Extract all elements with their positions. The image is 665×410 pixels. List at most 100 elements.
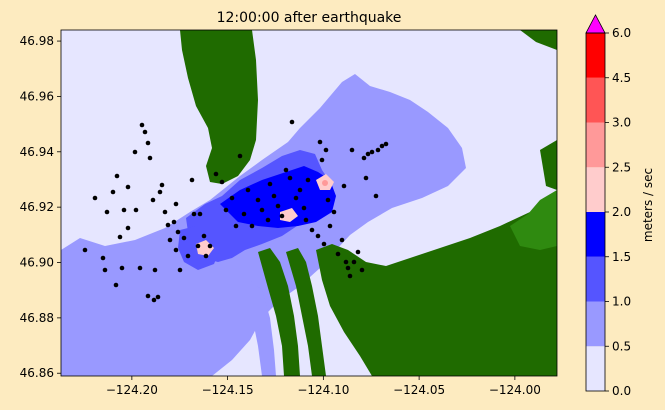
debris-particle (323, 147, 329, 153)
debris-particle (181, 235, 187, 241)
y-tick-label: 46.90 (20, 256, 54, 270)
debris-particle (259, 207, 265, 213)
debris-particle (113, 282, 119, 288)
debris-particle (309, 227, 315, 233)
y-tick-label: 46.92 (20, 200, 54, 214)
colorbar-segment (586, 212, 605, 257)
debris-particle (137, 265, 143, 271)
debris-particle (185, 253, 191, 259)
debris-particle (325, 197, 331, 203)
debris-particle (197, 211, 203, 217)
debris-particle (229, 195, 235, 201)
chart-title: 12:00:00 after earthquake (217, 10, 402, 26)
debris-particle (92, 195, 98, 201)
land-southeast-highland (510, 190, 557, 250)
colorbar-tick-label: 2.0 (612, 205, 631, 219)
debris-particle (145, 293, 151, 299)
debris-particle (121, 207, 127, 213)
debris-particle (189, 177, 195, 183)
x-axis: −124.20 −124.15 −124.10 −124.05 −124.00 (106, 376, 541, 397)
colorbar-segment (586, 77, 605, 123)
speed-region-2.5-3.0 (322, 180, 328, 186)
debris-particle (100, 255, 106, 261)
debris-particle (375, 147, 381, 153)
debris-particle (245, 187, 251, 193)
debris-particle (335, 251, 341, 257)
debris-particle (255, 197, 261, 203)
x-tick-label: −124.05 (393, 383, 445, 397)
debris-particle (341, 183, 347, 189)
debris-particle (147, 155, 153, 161)
debris-particle (145, 140, 151, 146)
x-tick-label: −124.10 (297, 383, 349, 397)
debris-particle (297, 187, 303, 193)
debris-particle (195, 243, 201, 249)
particle-layer (82, 119, 389, 303)
debris-particle (249, 223, 255, 229)
x-tick-label: −124.20 (106, 383, 158, 397)
debris-particle (283, 167, 289, 173)
colorbar-tick-label: 4.5 (612, 71, 631, 85)
debris-particle (125, 225, 131, 231)
debris-particle (165, 222, 171, 228)
colorbar-segment (586, 167, 605, 212)
y-tick-label: 46.86 (20, 366, 54, 380)
debris-particle (287, 175, 293, 181)
debris-particle (191, 211, 197, 217)
colorbar-tick-label: 0.0 (612, 384, 631, 398)
colorbar-segment (586, 256, 605, 302)
debris-particle (265, 217, 271, 223)
speed-region-channel (250, 280, 276, 376)
debris-particle (104, 209, 110, 215)
colorbar-segment (586, 33, 605, 78)
debris-particle (315, 233, 321, 239)
debris-particle (167, 237, 173, 243)
debris-particle (150, 197, 156, 203)
debris-particle (151, 297, 157, 303)
debris-particle (303, 217, 309, 223)
debris-particle (119, 265, 125, 271)
debris-particle (213, 171, 219, 177)
debris-particle (114, 173, 120, 179)
debris-particle (373, 193, 379, 199)
debris-particle (351, 259, 357, 265)
land-south-spit-b (286, 248, 326, 376)
land-south-spit (258, 248, 300, 376)
debris-particle (275, 203, 281, 209)
debris-particle (301, 205, 307, 211)
debris-particle (379, 143, 385, 149)
land-east (540, 140, 557, 190)
colorbar-extend-arrow (585, 14, 606, 34)
colorbar-segment (586, 301, 605, 347)
colorbar-tick-label: 2.5 (612, 160, 631, 174)
debris-particle (327, 223, 333, 229)
y-tick-label: 46.94 (20, 145, 54, 159)
y-axis: 46.86 46.88 46.90 46.92 46.94 46.96 46.98 (20, 34, 61, 380)
debris-particle (152, 267, 158, 273)
debris-particle (317, 139, 323, 145)
debris-particle (293, 195, 299, 201)
debris-particle (267, 181, 273, 187)
debris-particle (142, 129, 148, 135)
y-tick-label: 46.96 (20, 89, 54, 103)
debris-particle (349, 147, 355, 153)
speed-region-2.0-2.5-b (280, 208, 298, 222)
debris-particle (339, 237, 345, 243)
debris-particle (271, 193, 277, 199)
debris-particle (223, 207, 229, 213)
debris-particle (117, 234, 123, 240)
debris-particle (125, 184, 131, 190)
debris-particle (203, 253, 209, 259)
debris-particle (383, 141, 389, 147)
debris-particle (175, 229, 181, 235)
y-tick-label: 46.88 (20, 311, 54, 325)
plot-frame (60, 29, 558, 377)
debris-particle (289, 119, 295, 125)
colorbar-segment (586, 122, 605, 168)
debris-particle (177, 267, 183, 273)
debris-particle (155, 294, 161, 300)
colorbar-tick-label: 0.5 (612, 339, 631, 353)
debris-particle (132, 149, 138, 155)
debris-particle (355, 249, 361, 255)
